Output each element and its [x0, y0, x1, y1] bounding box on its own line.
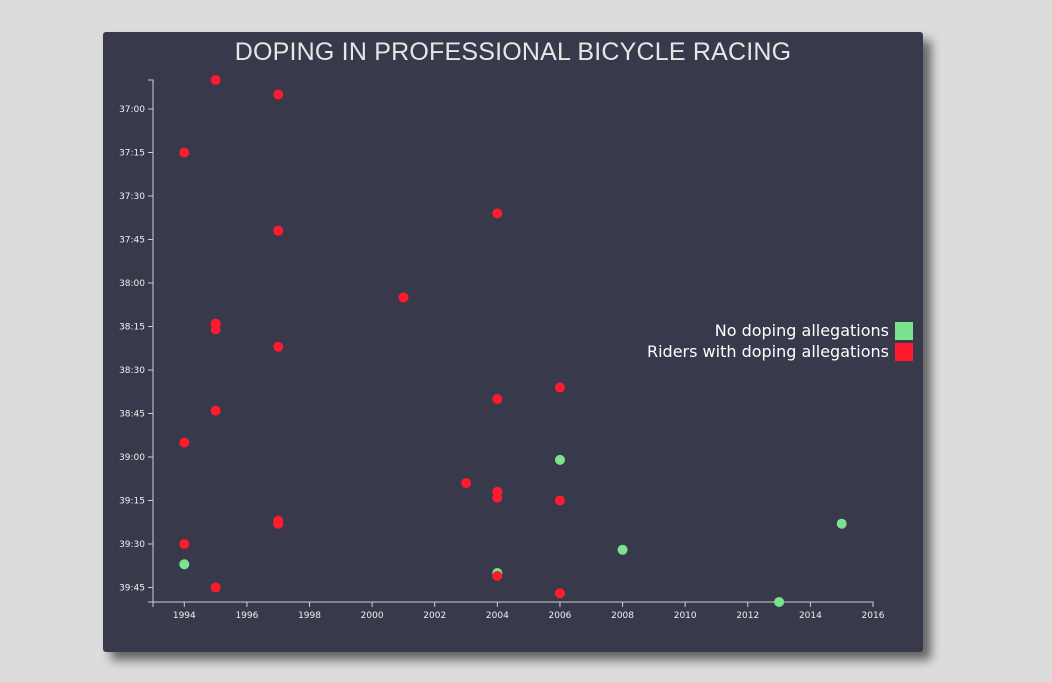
data-point-doping[interactable] [273, 518, 284, 529]
data-point-no-doping[interactable] [836, 518, 847, 529]
y-tick-label: 39:15 [119, 497, 145, 507]
x-tick-label: 2012 [736, 611, 759, 621]
y-tick-label: 38:15 [119, 323, 145, 333]
x-tick-label: 2016 [862, 611, 885, 621]
legend-label: No doping allegations [715, 321, 889, 340]
data-point-doping[interactable] [554, 382, 565, 393]
x-axis-line [152, 601, 874, 607]
data-point-doping[interactable] [273, 89, 284, 100]
x-tick-label: 2010 [674, 611, 697, 621]
data-point-doping[interactable] [273, 341, 284, 352]
data-point-doping[interactable] [492, 394, 503, 404]
chart-title: DOPING IN PROFESSIONAL BICYCLE RACING [234, 38, 792, 66]
data-point-doping[interactable] [398, 292, 409, 303]
data-point-doping[interactable] [492, 492, 503, 503]
x-tick-label: 2000 [361, 611, 384, 621]
data-point-doping[interactable] [210, 75, 221, 85]
data-point-doping[interactable] [554, 588, 565, 599]
x-tick-label: 2004 [486, 611, 509, 621]
x-tick-label: 1996 [235, 611, 258, 621]
y-tick-label: 37:00 [119, 105, 145, 115]
legend: No doping allegations Riders with doping … [647, 321, 913, 361]
legend-label: Riders with doping allegations [647, 342, 889, 361]
data-point-doping[interactable] [273, 225, 284, 236]
data-point-doping[interactable] [461, 478, 472, 489]
data-points [179, 75, 847, 607]
y-tick-label: 39:30 [119, 540, 145, 550]
chart-card: DOPING IN PROFESSIONAL BICYCLE RACING 37… [103, 32, 923, 652]
legend-swatch [895, 343, 913, 361]
y-tick-label: 39:00 [119, 453, 145, 463]
y-tick-label: 37:30 [119, 192, 145, 202]
x-tick-label: 2002 [423, 611, 446, 621]
data-point-doping[interactable] [210, 582, 221, 593]
y-tick-label: 37:45 [119, 236, 145, 246]
x-tick-label: 1994 [173, 611, 196, 621]
data-point-doping[interactable] [554, 495, 565, 506]
y-tick-label: 38:45 [119, 410, 145, 420]
y-tick-label: 38:00 [119, 279, 145, 289]
x-tick-label: 2008 [611, 611, 634, 621]
data-point-doping[interactable] [492, 208, 503, 219]
y-axis-line [148, 79, 154, 603]
data-point-no-doping[interactable] [179, 559, 190, 570]
data-point-no-doping[interactable] [554, 454, 565, 465]
y-tick-label: 37:15 [119, 149, 145, 159]
data-point-doping[interactable] [179, 539, 190, 549]
legend-swatch [895, 322, 913, 340]
data-point-doping[interactable] [179, 147, 190, 158]
x-tick-label: 2014 [799, 611, 822, 621]
data-point-no-doping[interactable] [774, 597, 785, 607]
y-tick-label: 39:45 [119, 584, 145, 594]
data-point-doping[interactable] [210, 405, 221, 416]
x-tick-label: 2006 [549, 611, 572, 621]
axes: 37:00 37:15 37:30 37:45 38:00 38:15 38:30 38:45… [119, 79, 885, 621]
data-point-doping[interactable] [179, 437, 190, 448]
scatter-plot: 37:00 37:15 37:30 37:45 38:00 38:15 38:30 38:45… [119, 75, 913, 621]
x-tick-label: 1998 [298, 611, 321, 621]
y-tick-label: 38:30 [119, 366, 145, 376]
data-point-doping[interactable] [210, 324, 221, 335]
data-point-doping[interactable] [492, 570, 503, 581]
data-point-no-doping[interactable] [617, 544, 628, 555]
